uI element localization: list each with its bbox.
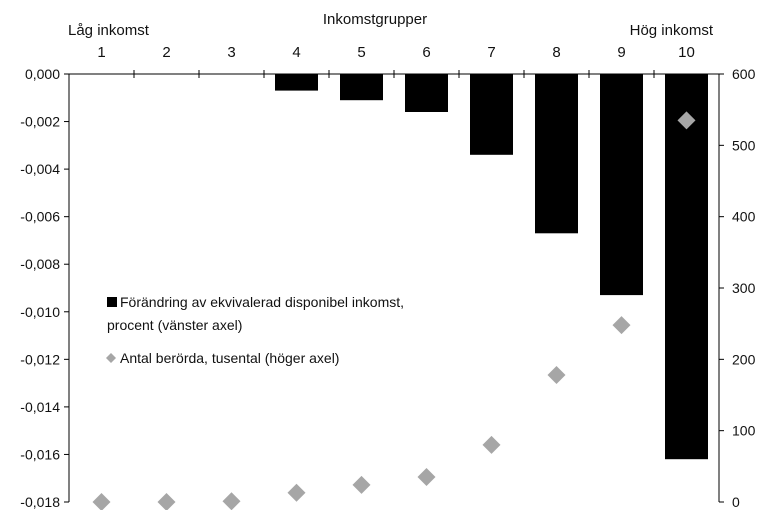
left-tick-label: -0,006: [20, 209, 60, 225]
legend-diamond-swatch: [106, 353, 116, 363]
category-label-4: 4: [292, 44, 300, 61]
x-axis-title: Inkomstgrupper: [323, 11, 427, 28]
bar-7: [470, 74, 513, 155]
legend-bar-label-line2: procent (vänster axel): [107, 317, 242, 333]
left-tick-label: -0,004: [20, 161, 60, 177]
point-10: [677, 111, 696, 130]
bar-6: [405, 74, 448, 112]
bar-series: [210, 74, 708, 460]
right-tick-label: 100: [732, 423, 756, 439]
category-label-3: 3: [227, 44, 235, 61]
legend: Förändring av ekvivalerad disponibel ink…: [106, 294, 404, 366]
right-tick-label: 600: [732, 66, 756, 82]
left-tick-label: -0,010: [20, 304, 60, 320]
legend-scatter-label: Antal berörda, tusental (höger axel): [120, 350, 339, 366]
point-6: [417, 468, 436, 487]
right-tick-label: 300: [732, 280, 756, 296]
category-label-1: 1: [97, 44, 105, 61]
right-tick-label: 0: [732, 494, 740, 510]
bar-8: [535, 74, 578, 234]
category-labels: 1 2 3 4 5 6 7 8 9 10: [97, 44, 695, 61]
right-tick-label: 400: [732, 209, 756, 225]
category-label-7: 7: [487, 44, 495, 61]
left-axis-ticks: 0,000 -0,002 -0,004 -0,006 -0,008 -0,010 -0,01…: [20, 66, 69, 510]
legend-bar-swatch: [107, 297, 117, 307]
point-4: [287, 483, 306, 502]
point-1: [92, 493, 111, 510]
right-tick-label: 200: [732, 351, 756, 367]
left-tick-label: -0,008: [20, 256, 60, 272]
category-label-9: 9: [617, 44, 625, 61]
scatter-series: [92, 111, 696, 510]
left-tick-label: -0,018: [20, 494, 60, 510]
category-label-10: 10: [678, 44, 695, 61]
bar-10: [665, 74, 708, 460]
left-tick-label: 0,000: [25, 66, 60, 82]
left-tick-label: -0,012: [20, 351, 60, 367]
high-income-label: Hög inkomst: [630, 22, 714, 39]
point-8: [547, 366, 566, 385]
category-label-2: 2: [162, 44, 170, 61]
bar-5: [340, 74, 383, 101]
point-5: [352, 475, 371, 494]
point-7: [482, 435, 501, 454]
category-label-5: 5: [357, 44, 365, 61]
bar-4: [275, 74, 318, 91]
point-3: [222, 492, 241, 510]
left-tick-label: -0,014: [20, 399, 60, 415]
low-income-label: Låg inkomst: [68, 22, 150, 39]
category-label-6: 6: [422, 44, 430, 61]
left-tick-label: -0,002: [20, 114, 60, 130]
point-2: [157, 493, 176, 510]
right-tick-label: 500: [732, 137, 756, 153]
left-tick-label: -0,016: [20, 446, 60, 462]
category-label-8: 8: [552, 44, 560, 61]
point-9: [612, 316, 631, 335]
legend-bar-label-line1: Förändring av ekvivalerad disponibel ink…: [120, 294, 404, 310]
bar-9: [600, 74, 643, 296]
right-axis-ticks: 0 100 200 300 400 500 600: [719, 66, 756, 510]
